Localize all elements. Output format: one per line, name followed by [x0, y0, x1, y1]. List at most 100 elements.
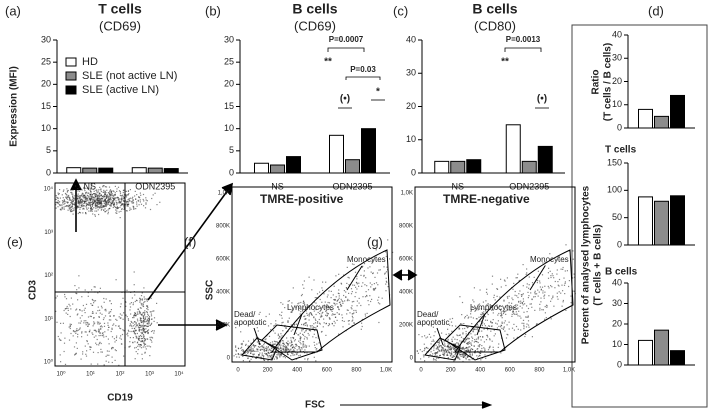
- event-dot: [336, 303, 338, 305]
- event-dot: [302, 306, 304, 308]
- event-dot: [90, 201, 92, 204]
- event-dot: [281, 322, 283, 324]
- event-dot: [64, 296, 66, 298]
- event-dot: [285, 348, 287, 350]
- event-dot: [123, 312, 125, 314]
- event-dot: [89, 189, 91, 191]
- event-dot: [449, 346, 451, 348]
- event-dot: [141, 326, 143, 328]
- event-dot: [318, 342, 320, 344]
- event-dot: [144, 331, 146, 333]
- event-dot: [308, 314, 310, 316]
- event-dot: [87, 323, 89, 325]
- event-dot: [453, 360, 455, 362]
- event-dot: [95, 207, 97, 210]
- event-dot: [461, 347, 463, 349]
- event-dot: [119, 217, 121, 219]
- event-dot: [346, 287, 348, 289]
- event-dot: [247, 345, 249, 347]
- bar: [98, 167, 114, 174]
- event-dot: [358, 302, 360, 304]
- event-dot: [307, 332, 309, 335]
- event-dot: [470, 342, 472, 344]
- event-dot: [108, 311, 110, 313]
- event-dot: [142, 328, 144, 330]
- event-dot: [130, 302, 132, 304]
- event-dot: [114, 359, 116, 361]
- event-dot: [90, 210, 92, 212]
- event-dot: [338, 333, 340, 335]
- event-dot: [302, 301, 305, 303]
- event-dot: [438, 346, 440, 348]
- y-axis-label: SSC: [205, 280, 216, 301]
- event-dot: [536, 323, 538, 325]
- event-dot: [449, 318, 451, 320]
- event-dot: [466, 338, 468, 341]
- event-dot: [367, 267, 369, 269]
- event-dot: [89, 201, 91, 204]
- event-dot: [251, 348, 253, 350]
- event-dot: [272, 354, 275, 356]
- event-dot: [483, 347, 485, 349]
- event-dot: [72, 203, 74, 205]
- event-dot: [67, 309, 69, 311]
- bar: [82, 167, 98, 174]
- y-tick-label: 10: [612, 99, 622, 109]
- event-dot: [92, 202, 94, 204]
- y-axis-label: CD3: [28, 280, 39, 300]
- event-dot: [446, 351, 448, 353]
- event-dot: [84, 200, 86, 202]
- event-dot: [316, 293, 319, 295]
- event-dot: [142, 331, 144, 333]
- event-dot: [299, 347, 301, 349]
- event-dot: [66, 191, 68, 193]
- event-dot: [240, 347, 242, 349]
- event-dot: [513, 323, 515, 325]
- event-dot: [261, 345, 263, 347]
- event-dot: [127, 199, 129, 201]
- event-dot: [285, 327, 287, 329]
- event-dot: [426, 351, 428, 353]
- event-dot: [479, 289, 481, 291]
- event-dot: [482, 321, 484, 323]
- event-dot: [145, 202, 147, 204]
- event-dot: [87, 322, 89, 324]
- event-dot: [531, 336, 533, 338]
- event-dot: [122, 297, 124, 299]
- event-dot: [80, 199, 82, 201]
- event-dot: [58, 193, 60, 195]
- y-axis-label: (T cells + B cells): [593, 224, 604, 305]
- event-dot: [76, 199, 78, 201]
- event-dot: [481, 357, 483, 359]
- significance-brackets: [327, 47, 549, 109]
- plot-frame: [54, 182, 186, 367]
- event-dot: [55, 202, 57, 204]
- event-dot: [121, 197, 123, 199]
- event-dot: [462, 332, 464, 334]
- event-dot: [66, 188, 68, 190]
- event-dot: [140, 194, 142, 196]
- event-dot: [302, 341, 304, 343]
- event-dot: [508, 321, 510, 323]
- event-dot: [523, 324, 525, 326]
- event-dot: [136, 203, 138, 205]
- event-dot: [546, 305, 548, 307]
- event-dot: [85, 200, 87, 202]
- event-dot: [136, 336, 138, 338]
- event-dot: [442, 353, 444, 355]
- event-dot: [291, 342, 293, 344]
- event-dot: [69, 199, 71, 201]
- event-dot: [515, 313, 517, 315]
- event-dot: [535, 323, 538, 326]
- bar: [654, 200, 669, 246]
- event-dot: [94, 206, 96, 208]
- event-dot: [90, 191, 92, 193]
- event-dot: [328, 323, 330, 325]
- event-dot: [86, 208, 88, 211]
- event-dot: [100, 189, 102, 191]
- event-dot: [72, 197, 74, 199]
- event-dot: [263, 350, 265, 352]
- event-dot: [59, 339, 61, 341]
- event-dot: [423, 356, 425, 358]
- event-dot: [106, 200, 108, 202]
